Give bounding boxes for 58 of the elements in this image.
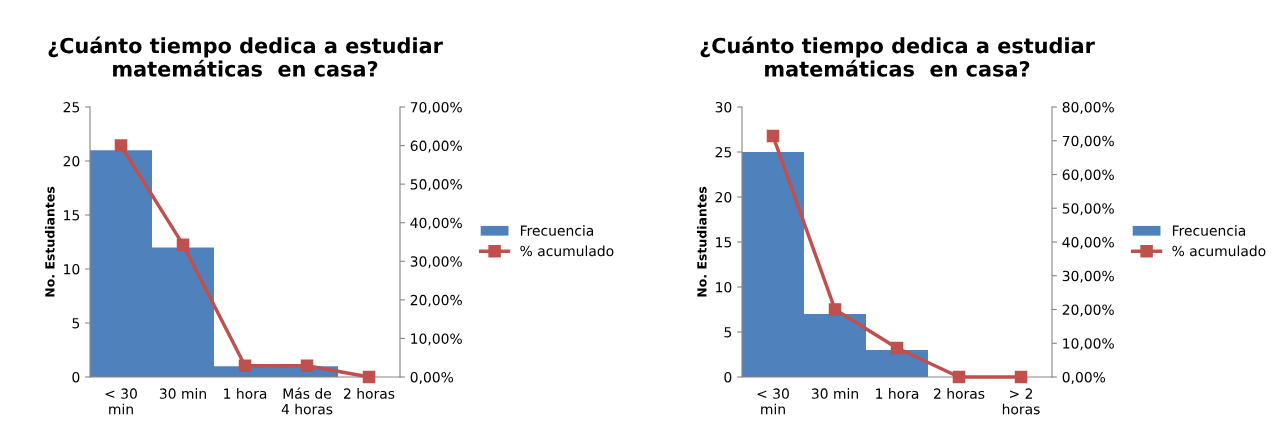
y-tick-label: 10 [64, 263, 80, 275]
point [952, 370, 966, 384]
y2-tick-label: 30,00% [410, 256, 462, 269]
legend-label: Frecuencia [1172, 225, 1246, 236]
x-tick-label: 1 hora [224, 388, 267, 399]
y-tick-label: 5 [72, 318, 80, 329]
point [1014, 370, 1028, 384]
y2-tick-label: 50,00% [410, 179, 462, 192]
x-tick-label: 30 min [811, 388, 858, 399]
y2-tick-label: 10,00% [1063, 338, 1114, 351]
x-tick-label: 1 hora [876, 388, 919, 399]
y2-tick-label: 70,00% [1062, 135, 1114, 148]
y-tick-label: 0 [72, 371, 80, 383]
y-tick-label: 0 [724, 371, 732, 383]
y2-tick-label: 30,00% [1062, 270, 1114, 283]
chart-title: ¿Cuánto tiempo dedica a estudiar matemáticas en casa? [700, 36, 1095, 77]
x-tick-label: 2 horas [344, 388, 395, 399]
y-tick-label: 15 [64, 210, 80, 221]
x-tick-label: 2 horas [934, 388, 985, 399]
y2-tick-label: 0,00% [1062, 371, 1106, 384]
y2-tick-label: 20,00% [1062, 304, 1114, 317]
y-tick-label: 25 [715, 146, 732, 158]
point [114, 139, 128, 152]
y2-tick-label: 50,00% [1062, 203, 1114, 216]
y-tick-label: 20 [715, 191, 732, 203]
x-tick-label: < 30 min [757, 388, 789, 415]
x-tick-label: < 30 min [105, 388, 137, 415]
y-tick-label: 10 [716, 281, 732, 293]
point [176, 238, 190, 251]
legend-label: % acumulado [1172, 245, 1266, 257]
point [362, 370, 376, 384]
y2-tick-label: 40,00% [410, 217, 462, 230]
point [766, 129, 780, 143]
y2-tick-label: 60,00% [1062, 169, 1114, 182]
y-tick-label: 15 [716, 237, 732, 248]
y-tick-label: 25 [63, 101, 80, 113]
y2-tick-label: 20,00% [410, 294, 462, 307]
point [300, 359, 314, 373]
y-tick-label: 30 [715, 101, 732, 113]
y-axis-title: No. Estudiantes [696, 186, 707, 297]
y2-tick-label: 10,00% [411, 333, 462, 346]
x-tick-label: 30 min [159, 388, 206, 399]
point [828, 303, 842, 316]
y-tick-label: 5 [724, 327, 732, 338]
legend-label: Frecuencia [520, 225, 594, 236]
point [890, 341, 904, 355]
x-tick-label: Más de 4 horas [281, 387, 333, 415]
y2-tick-label: 40,00% [1062, 236, 1114, 249]
y-tick-label: 20 [63, 155, 80, 167]
legend-label: % acumulado [520, 245, 614, 257]
y2-tick-label: 70,00% [410, 101, 462, 114]
x-tick-label: > 2 horas [1002, 388, 1040, 415]
point [238, 359, 252, 373]
y2-tick-label: 60,00% [410, 140, 462, 153]
y2-tick-label: 0,00% [410, 371, 454, 384]
y-axis-title: No. Estudiantes [44, 186, 55, 297]
chart-title: ¿Cuánto tiempo dedica a estudiar matemáticas en casa? [48, 36, 443, 77]
y2-tick-label: 80,00% [1062, 101, 1114, 114]
